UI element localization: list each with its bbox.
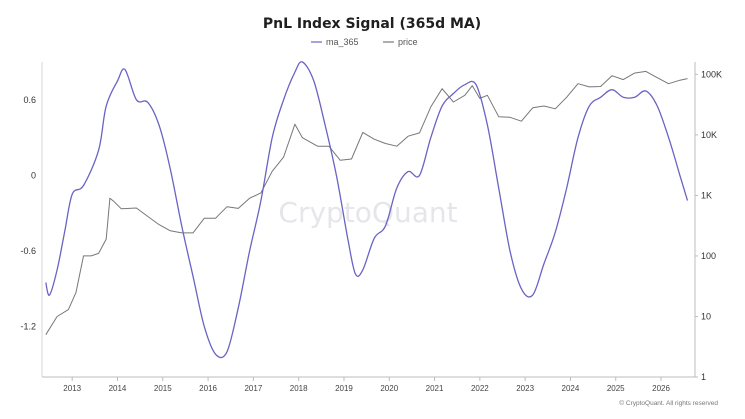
x-tick-label: 2018 bbox=[290, 384, 308, 393]
legend[interactable]: ma_365 price bbox=[311, 37, 418, 47]
ma365-series-line bbox=[45, 61, 689, 359]
y-right-tick-label: 1 bbox=[701, 372, 706, 382]
price-series-line bbox=[45, 70, 688, 335]
y-left-tick-label: -0.6 bbox=[20, 246, 36, 256]
y-left-tick-label: -1.2 bbox=[20, 322, 36, 332]
y-right-tick-label: 100 bbox=[701, 251, 716, 261]
x-tick-label: 2020 bbox=[380, 384, 398, 393]
legend-label-price[interactable]: price bbox=[398, 37, 418, 47]
y-right-tick-label: 1K bbox=[701, 190, 712, 200]
x-tick-label: 2013 bbox=[63, 384, 81, 393]
x-tick-label: 2025 bbox=[607, 384, 625, 393]
y-right-tick-label: 10K bbox=[701, 130, 717, 140]
y-left-axis-ticks: 0.6 0 -0.6 -1.2 bbox=[20, 95, 36, 332]
x-tick-label: 2026 bbox=[652, 384, 670, 393]
x-tick-label: 2014 bbox=[109, 384, 127, 393]
y-left-tick-label: 0.6 bbox=[23, 95, 36, 105]
x-tick-label: 2015 bbox=[154, 384, 172, 393]
y-left-tick-label: 0 bbox=[31, 170, 36, 180]
x-tick-label: 2017 bbox=[244, 384, 262, 393]
legend-label-ma365[interactable]: ma_365 bbox=[326, 37, 359, 47]
y-right-tick-label: 10 bbox=[701, 311, 711, 321]
x-tick-label: 2024 bbox=[562, 384, 580, 393]
x-tick-label: 2023 bbox=[516, 384, 534, 393]
y-right-tick-label: 100K bbox=[701, 69, 722, 79]
x-tick-label: 2022 bbox=[471, 384, 489, 393]
watermark: CryptoQuant bbox=[278, 196, 457, 229]
x-axis-ticks: 2013 2014 2015 2016 2017 2018 2019 2020 2021 2022… bbox=[63, 377, 670, 393]
y-right-axis-ticks: 100K 10K 1K 100 10 1 bbox=[695, 69, 722, 382]
copyright-notice: © CryptoQuant. All rights reserved bbox=[619, 399, 718, 407]
x-tick-label: 2019 bbox=[335, 384, 353, 393]
x-tick-label: 2016 bbox=[199, 384, 217, 393]
chart-title: PnL Index Signal (365d MA) bbox=[263, 16, 481, 32]
x-tick-label: 2021 bbox=[426, 384, 444, 393]
